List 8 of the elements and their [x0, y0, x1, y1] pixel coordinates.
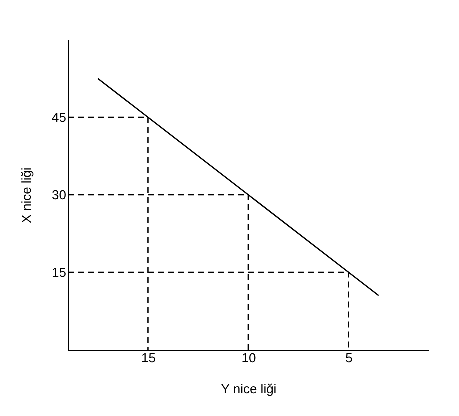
x-axis-title: Y nice liği [221, 382, 277, 396]
y-tick-label: 45 [52, 110, 66, 125]
y-tick-label: 15 [52, 265, 66, 280]
x-tick-label: 10 [242, 350, 256, 366]
y-tick-label: 30 [52, 188, 66, 202]
y-axis-title: X nice liği [19, 168, 34, 224]
x-tick-label: 5 [346, 350, 353, 366]
x-tick-label: 15 [141, 350, 156, 366]
